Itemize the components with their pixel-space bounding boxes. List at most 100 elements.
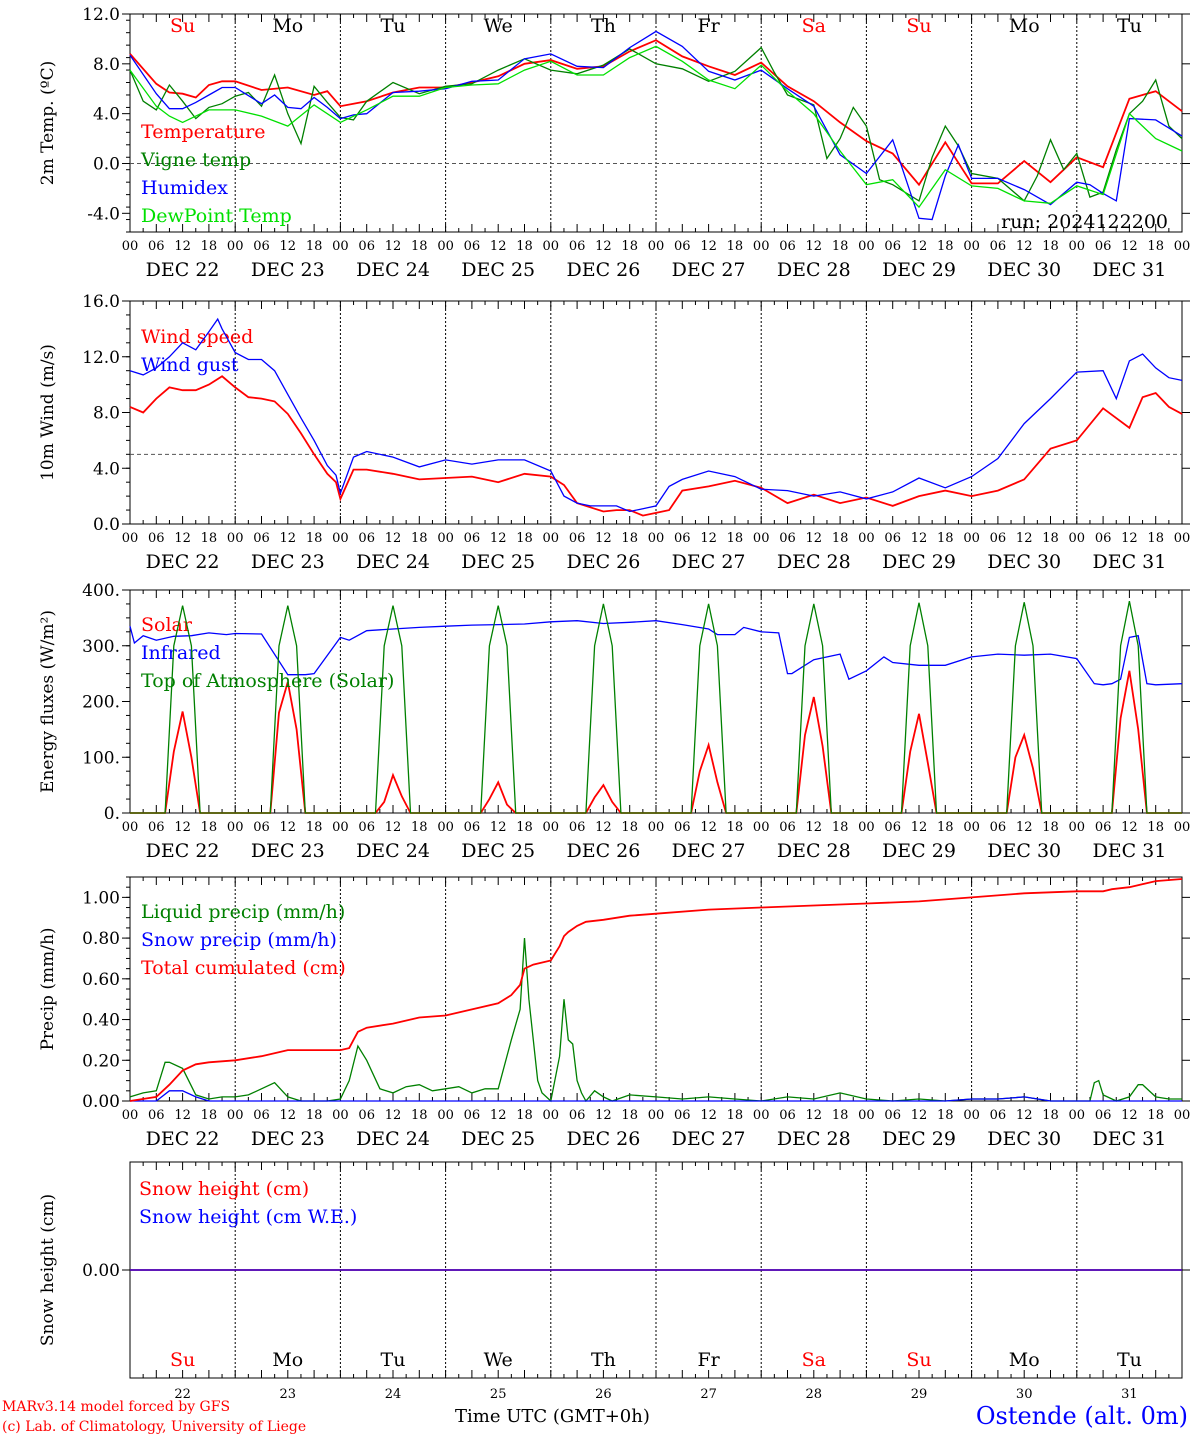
hour-tick-label: 12 [595, 820, 612, 835]
hour-tick-label: 18 [937, 1108, 954, 1123]
hour-tick-label: 06 [253, 531, 270, 546]
legend-entry: Vigne temp [140, 149, 251, 171]
hour-tick-label: 00 [227, 1108, 244, 1123]
date-label: DEC 22 [146, 259, 220, 281]
date-label: DEC 24 [356, 551, 430, 573]
hour-tick-label: 06 [358, 820, 375, 835]
hour-tick-label: 06 [884, 820, 901, 835]
hour-tick-label: 06 [1095, 1108, 1112, 1123]
y-tick-label: 0.00 [82, 1261, 120, 1281]
date-label: DEC 30 [987, 551, 1061, 573]
hour-tick-label: 00 [858, 531, 875, 546]
weekday-label: Mo [272, 15, 303, 37]
legend-entry: Liquid precip (mm/h) [141, 901, 345, 923]
legend-entry: DewPoint Temp [141, 205, 292, 227]
y-tick-label: 12.0 [82, 348, 120, 368]
date-label: DEC 27 [672, 840, 746, 862]
date-label: DEC 26 [566, 259, 640, 281]
panel-1: 12.0 8.0 4.0 0.0 -4.0 2m Temp. (ºC) Temperatur… [38, 5, 1190, 281]
hour-tick-label: 00 [332, 820, 349, 835]
date-label: DEC 31 [1092, 1128, 1166, 1150]
hour-tick-label: 00 [648, 820, 665, 835]
series-line-total-cumulated-cm- [129, 878, 1183, 1102]
date-label: DEC 26 [566, 1128, 640, 1150]
hour-tick-label: 06 [779, 820, 796, 835]
date-label: DEC 29 [882, 259, 956, 281]
day-number-label: 29 [911, 1387, 928, 1402]
hour-tick-label: 06 [1095, 531, 1112, 546]
hour-tick-label: 18 [1147, 820, 1164, 835]
hour-tick-label: 18 [727, 1108, 744, 1123]
hour-tick-label: 00 [437, 1108, 454, 1123]
hour-tick-label: 12 [700, 239, 717, 254]
hour-tick-label: 00 [753, 1108, 770, 1123]
hour-tick-label: 18 [832, 1108, 849, 1123]
hour-tick-label: 00 [122, 531, 139, 546]
y-tick-label: -4.0 [87, 204, 120, 224]
hour-tick-label: 12 [700, 820, 717, 835]
y-tick-label: 8.0 [93, 55, 120, 75]
hour-tick-label: 18 [306, 820, 323, 835]
hour-tick-label: 06 [464, 531, 481, 546]
hour-tick-label: 18 [1042, 531, 1059, 546]
y-tick-label: 0.40 [82, 1011, 120, 1031]
weekday-label: Su [906, 1349, 931, 1371]
hour-tick-label: 06 [990, 239, 1007, 254]
hour-tick-label: 06 [990, 820, 1007, 835]
y-tick-label: 4.0 [93, 459, 120, 479]
y-axis-title: 10m Wind (m/s) [38, 344, 58, 481]
y-axis-title: 2m Temp. (ºC) [38, 61, 58, 186]
day-number-label: 26 [595, 1387, 612, 1402]
hour-tick-label: 00 [332, 239, 349, 254]
date-label: DEC 27 [672, 259, 746, 281]
hour-tick-label: 06 [464, 239, 481, 254]
legend-entry: Infrared [141, 642, 221, 664]
date-label: DEC 25 [461, 1128, 535, 1150]
hour-tick-label: 12 [174, 820, 191, 835]
hour-tick-label: 00 [227, 820, 244, 835]
hour-tick-label: 12 [1016, 820, 1033, 835]
hour-tick-label: 06 [884, 1108, 901, 1123]
hour-tick-label: 00 [648, 1108, 665, 1123]
series-line-top-of-atmosphere-solar- [130, 600, 1182, 814]
hour-tick-label: 18 [411, 531, 428, 546]
hour-tick-label: 06 [464, 1108, 481, 1123]
date-label: DEC 22 [146, 1128, 220, 1150]
y-tick-label: 1.00 [82, 888, 120, 908]
hour-tick-label: 06 [990, 1108, 1007, 1123]
hour-tick-label: 00 [437, 531, 454, 546]
hour-tick-label: 12 [1016, 531, 1033, 546]
hour-tick-label: 00 [122, 1108, 139, 1123]
hour-tick-label: 18 [832, 820, 849, 835]
weekday-label: We [484, 15, 513, 37]
hour-tick-label: 12 [595, 239, 612, 254]
day-number-label: 28 [806, 1387, 823, 1402]
hour-tick-label: 18 [1147, 239, 1164, 254]
date-label: DEC 29 [882, 551, 956, 573]
hour-tick-label: 18 [937, 531, 954, 546]
hour-tick-label: 12 [595, 1108, 612, 1123]
y-tick-label: 400. [82, 581, 120, 601]
hour-tick-label: 18 [516, 1108, 533, 1123]
day-number-label: 22 [174, 1387, 191, 1402]
hour-tick-label: 00 [963, 239, 980, 254]
date-label: DEC 28 [777, 1128, 851, 1150]
date-label: DEC 27 [672, 1128, 746, 1150]
hour-tick-label: 06 [358, 531, 375, 546]
day-number-label: 25 [490, 1387, 507, 1402]
hour-tick-label: 12 [385, 820, 402, 835]
hour-tick-label: 12 [911, 239, 928, 254]
hour-tick-label: 12 [806, 531, 823, 546]
station-title: Ostende (alt. 0m) [975, 1402, 1188, 1430]
date-label: DEC 25 [461, 551, 535, 573]
hour-tick-label: 06 [253, 239, 270, 254]
day-number-label: 23 [280, 1387, 297, 1402]
hour-tick-label: 00 [543, 820, 560, 835]
hour-tick-label: 18 [306, 239, 323, 254]
date-label: DEC 24 [356, 1128, 430, 1150]
hour-tick-label: 06 [148, 239, 165, 254]
hour-tick-label: 18 [411, 239, 428, 254]
hour-tick-label: 06 [569, 531, 586, 546]
hour-tick-label: 06 [464, 820, 481, 835]
hour-tick-label: 06 [1095, 239, 1112, 254]
